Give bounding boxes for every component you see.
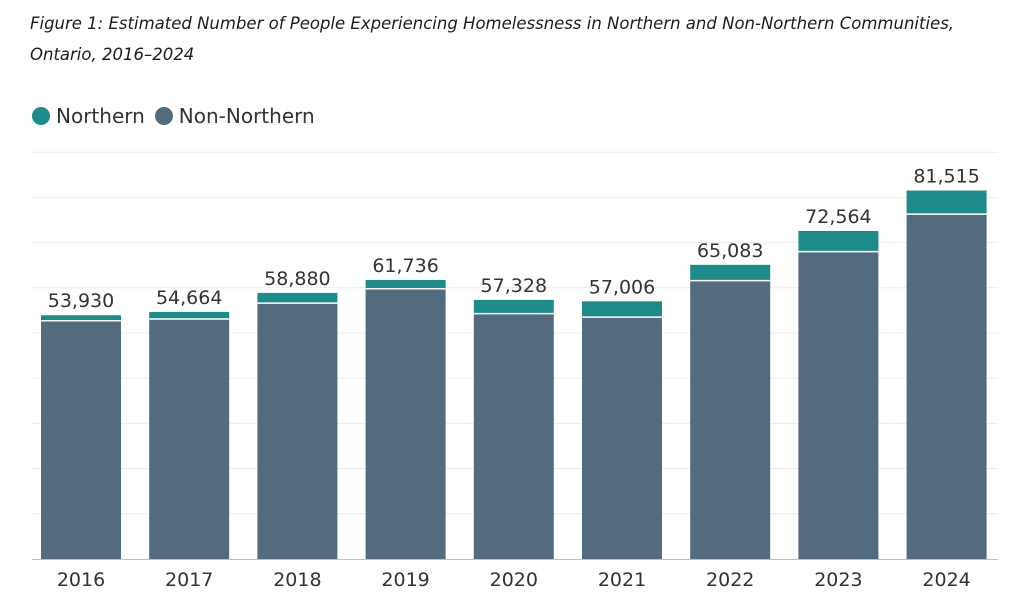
x-tick-label: 2023	[814, 569, 862, 591]
bar-non-northern[interactable]	[149, 318, 230, 559]
bar-northern[interactable]	[257, 292, 338, 304]
data-label-total: 53,930	[48, 290, 114, 312]
legend-label-northern: Northern	[56, 104, 145, 128]
legend: Northern Non-Northern	[32, 104, 325, 128]
bar-non-northern[interactable]	[906, 214, 987, 559]
legend-item-northern[interactable]: Northern	[32, 104, 145, 128]
x-tick-label: 2017	[165, 569, 213, 591]
legend-swatch-northern	[32, 107, 50, 125]
bar-non-northern[interactable]	[41, 320, 121, 559]
data-labels: 53,930 54,664 58,880 61,736 57,328 57,006 65,0…	[48, 166, 980, 313]
x-tick-label: 2016	[57, 569, 105, 591]
bar-non-northern[interactable]	[473, 313, 554, 559]
x-tick-label: 2022	[706, 569, 754, 591]
bar-non-northern[interactable]	[690, 280, 771, 559]
data-label-total: 72,564	[805, 206, 871, 228]
legend-label-non-northern: Non-Northern	[178, 104, 315, 128]
legend-swatch-non-northern	[154, 107, 173, 125]
data-label-total: 57,006	[589, 276, 655, 298]
chart-title: Figure 1: Estimated Number of People Exp…	[30, 14, 955, 64]
data-label-total: 57,328	[481, 275, 547, 297]
bars	[41, 190, 987, 559]
x-tick-label: 2020	[490, 569, 538, 591]
bar-northern[interactable]	[798, 231, 879, 252]
data-label-total: 61,736	[372, 255, 438, 277]
data-label-total: 65,083	[697, 240, 763, 262]
bar-northern[interactable]	[906, 190, 987, 215]
bar-northern[interactable]	[582, 301, 662, 318]
bar-northern[interactable]	[41, 315, 121, 321]
bar-northern[interactable]	[149, 311, 230, 319]
x-tick-label: 2018	[273, 569, 321, 591]
bar-northern[interactable]	[690, 264, 771, 281]
bar-northern[interactable]	[365, 279, 446, 289]
x-tick-label: 2021	[598, 569, 646, 591]
data-label-total: 54,664	[156, 287, 222, 309]
bar-non-northern[interactable]	[582, 317, 662, 559]
x-axis-ticks: 2016 2017 2018 2019 2020 2021 2022 2023 2024	[57, 569, 971, 591]
bar-non-northern[interactable]	[257, 303, 338, 559]
bar-northern[interactable]	[473, 299, 554, 314]
x-tick-label: 2019	[381, 569, 429, 591]
data-label-total: 81,515	[913, 166, 979, 188]
bar-non-northern[interactable]	[365, 288, 446, 559]
legend-item-non-northern[interactable]: Non-Northern	[154, 104, 315, 128]
bar-non-northern[interactable]	[798, 251, 879, 559]
x-tick-label: 2024	[922, 569, 970, 591]
data-label-total: 58,880	[264, 268, 330, 290]
